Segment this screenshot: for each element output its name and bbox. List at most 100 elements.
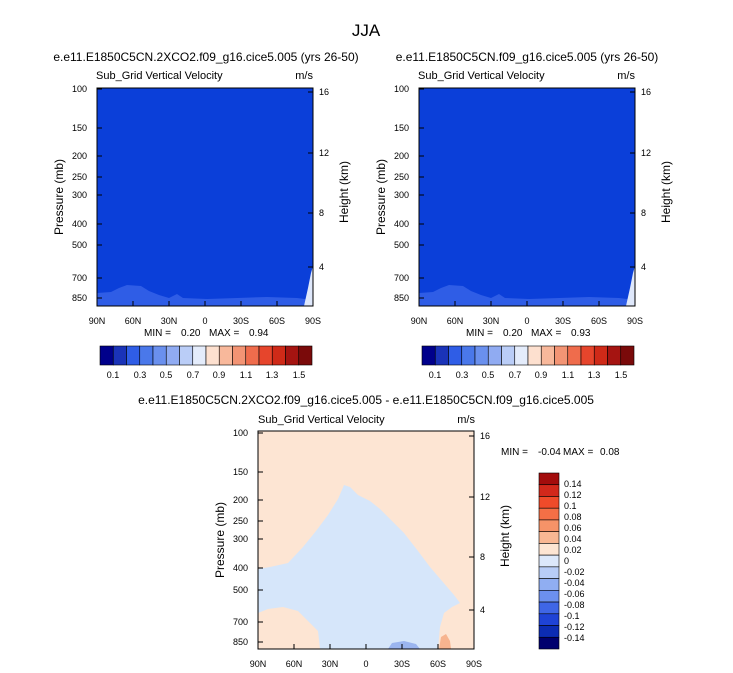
x-tick-label: 90N [89, 316, 106, 326]
colorbar-bin [232, 345, 247, 366]
panel-2-subtitle: Sub_Grid Vertical Velocity [418, 70, 545, 82]
panel-3-min-value: -0.04 [538, 447, 561, 458]
panel-3-title: e.e11.E1850C5CN.2XCO2.f09_g16.cice5.005 … [138, 393, 594, 407]
panel-1-colorbar [99, 345, 313, 366]
x-tick-label: 90S [466, 659, 482, 669]
colorbar-bin [192, 345, 207, 366]
colorbar-bin [527, 345, 542, 366]
colorbar-bin [474, 345, 489, 366]
x-tick-label: 90S [627, 316, 643, 326]
panel-2-x-ticks: 90N 60N 30N 0 30S 60S 90S [411, 301, 643, 326]
colorbar-bin [538, 554, 560, 568]
y2-ticks [308, 91, 313, 268]
panel-2: e.e11.E1850C5CN.f09_g16.cice5.005 (yrs 2… [374, 50, 673, 380]
colorbar-bin [179, 345, 194, 366]
colorbar-label: 0.9 [535, 370, 548, 380]
colorbar-label: 0.1 [429, 370, 442, 380]
colorbar-bin [285, 345, 300, 366]
panel-1-subtitle: Sub_Grid Vertical Velocity [96, 70, 223, 82]
panel-1-min-label: MIN = [144, 328, 171, 339]
x-tick-label: 0 [524, 316, 529, 326]
x-tick-label: 60N [447, 316, 464, 326]
y2-tick-label: 8 [480, 552, 485, 562]
x-tick-label: 60N [286, 659, 303, 669]
y-tick-label: 250 [394, 172, 409, 182]
colorbar-label: 0.7 [509, 370, 522, 380]
panel-1-lowlevel-contour [97, 285, 313, 306]
y2-tick-label: 8 [641, 208, 646, 218]
y-tick-label: 300 [233, 534, 248, 544]
y2-tick-label: 12 [319, 148, 329, 158]
x-ticks [257, 644, 475, 649]
colorbar-bin [620, 345, 635, 366]
x-tick-label: 60N [125, 316, 142, 326]
colorbar-label: -0.08 [564, 600, 585, 610]
colorbar-bin [538, 484, 560, 497]
panel-2-colorbar [421, 345, 635, 366]
colorbar-bin [538, 636, 560, 650]
colorbar-bin [538, 578, 560, 591]
y-tick-label: 150 [233, 467, 248, 477]
colorbar-bin [538, 590, 560, 603]
y-tick-label: 100 [394, 84, 409, 94]
colorbar-label: 0.5 [160, 370, 173, 380]
panel-1-ylabel: Pressure (mb) [52, 159, 66, 235]
y-ticks [419, 88, 424, 299]
colorbar-bin [538, 531, 560, 544]
y-tick-label: 200 [233, 495, 248, 505]
colorbar-label: -0.02 [564, 567, 585, 577]
colorbar-label: -0.12 [564, 622, 585, 632]
panel-1-southpole-contour [304, 266, 313, 306]
y-ticks [258, 432, 263, 643]
y2-tick-label: 4 [641, 262, 646, 272]
colorbar-label: 0.9 [213, 370, 226, 380]
panel-2-y2label: Height (km) [659, 161, 673, 223]
panel-3-y-ticks: 100 150 200 250 300 400 500 700 850 [233, 428, 263, 647]
colorbar-bin [501, 345, 516, 366]
y2-tick-label: 8 [319, 208, 324, 218]
colorbar-bin [607, 345, 622, 366]
colorbar-label: 0.1 [107, 370, 120, 380]
panel-3-max-value: 0.08 [600, 447, 620, 458]
colorbar-label: 0.14 [564, 479, 582, 489]
figure-title: JJA [352, 21, 381, 40]
y-tick-label: 250 [72, 172, 87, 182]
panel-3-negative-core [388, 641, 420, 649]
colorbar-bin [538, 625, 560, 638]
colorbar-bin [580, 345, 595, 366]
panel-1-y2label: Height (km) [337, 161, 351, 223]
panel-3-max-label: MAX = [563, 447, 593, 458]
colorbar-bin [554, 345, 569, 366]
colorbar-bin [538, 507, 560, 521]
y2-ticks [469, 435, 474, 611]
panel-2-min-value: 0.20 [503, 328, 523, 339]
colorbar-bin [126, 345, 141, 366]
panel-3-negative-region [258, 485, 460, 649]
panel-1-max-label: MAX = [209, 328, 239, 339]
colorbar-bin [271, 345, 286, 366]
colorbar-label: -0.06 [564, 589, 585, 599]
panel-1: e.e11.E1850C5CN.2XCO2.f09_g16.cice5.005 … [52, 50, 359, 380]
y2-tick-label: 16 [641, 87, 651, 97]
y2-ticks [630, 91, 635, 268]
colorbar-label: 0.3 [456, 370, 469, 380]
panel-2-max-value: 0.93 [571, 328, 591, 339]
colorbar-bin [538, 613, 560, 626]
colorbar-label: 1.1 [562, 370, 575, 380]
colorbar-bin [540, 345, 555, 366]
y-tick-label: 700 [394, 273, 409, 283]
panel-3-colorbar [538, 472, 560, 650]
colorbar-label: 1.3 [588, 370, 601, 380]
x-tick-label: 30S [233, 316, 249, 326]
y-tick-label: 200 [394, 151, 409, 161]
colorbar-label: 0.02 [564, 545, 582, 555]
x-tick-label: 30N [322, 659, 339, 669]
panel-3-y2-ticks: 16 12 8 4 [469, 431, 490, 615]
panel-3-min-label: MIN = [501, 447, 528, 458]
colorbar-bin [538, 496, 560, 509]
panel-2-units: m/s [617, 70, 635, 82]
colorbar-bin [538, 472, 560, 486]
colorbar-bin [139, 345, 154, 366]
panel-1-field [97, 88, 313, 306]
colorbar-bin [538, 566, 560, 579]
